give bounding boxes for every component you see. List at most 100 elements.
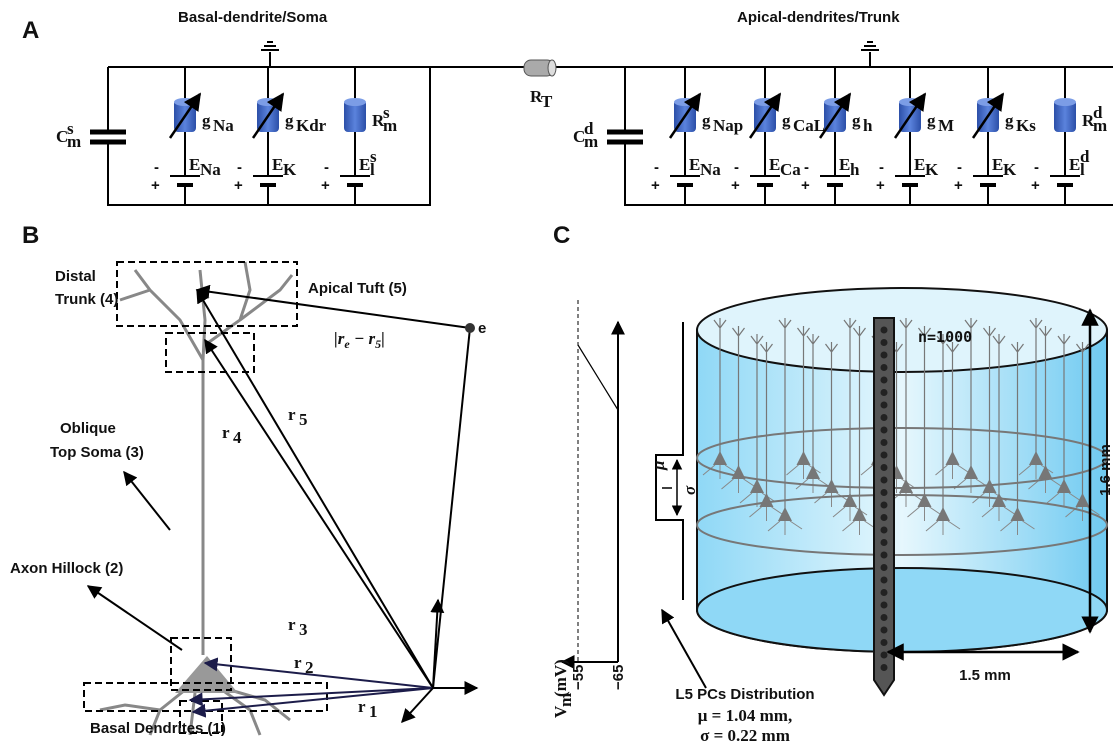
wire <box>578 345 618 410</box>
channel-label-base: g <box>852 111 861 130</box>
channel-label-sub: m <box>383 116 397 135</box>
cylinder-bottom <box>697 568 1107 652</box>
channel-label-sub: M <box>938 116 954 135</box>
battery-label: Edl <box>1069 147 1090 179</box>
height-label: 1.6 mm <box>1097 444 1113 496</box>
battery-minus: - <box>324 159 329 176</box>
compartment-title: Apical-dendrites/Trunk <box>737 9 900 26</box>
battery-plus: + <box>1031 177 1040 194</box>
vm-axis-label-rest: (mV) <box>551 659 570 697</box>
electrode-contact <box>881 414 888 421</box>
distance-part: − r <box>350 329 376 348</box>
soma <box>175 656 238 693</box>
arrow <box>124 472 170 530</box>
vector-label-sub: 1 <box>369 702 378 721</box>
coupling-label-sub: T <box>541 92 553 111</box>
channel-label-base: g <box>202 111 211 130</box>
electrode-contact <box>881 377 888 384</box>
battery-label-base: E <box>272 155 283 174</box>
electrode-contact <box>881 477 888 484</box>
battery-plus: + <box>651 177 660 194</box>
vector-label: r3 <box>288 615 308 639</box>
battery-label-sub: l <box>1080 160 1085 179</box>
electrode-contact <box>881 439 888 446</box>
channel-label-sub: CaL <box>793 116 825 135</box>
vm-tick: −55 <box>570 665 587 690</box>
vector-label-sub: 5 <box>299 410 308 429</box>
electrode-contact <box>881 614 888 621</box>
battery-label-base: E <box>189 155 200 174</box>
vector-label-sub: 2 <box>305 658 314 677</box>
coupling-label: RT <box>530 87 553 111</box>
vector-label-sub: 4 <box>233 428 242 447</box>
electrode-contact <box>881 639 888 646</box>
battery-minus: - <box>804 159 809 176</box>
battery-plus: + <box>876 177 885 194</box>
battery-minus: - <box>1034 159 1039 176</box>
battery-minus: - <box>957 159 962 176</box>
vm-tick: −65 <box>610 665 627 690</box>
battery-label-base: E <box>992 155 1003 174</box>
electrode-count: n=1000 <box>918 328 972 346</box>
battery-label-base: E <box>914 155 925 174</box>
electrode-contact <box>881 464 888 471</box>
battery-plus: + <box>731 177 740 194</box>
electrode-contact <box>881 664 888 671</box>
region-label: Oblique <box>60 420 116 437</box>
electrode-contact <box>881 527 888 534</box>
sigma-label: σ <box>680 485 699 495</box>
electrode-contact <box>881 652 888 659</box>
battery-label-sub: K <box>1003 160 1017 179</box>
channel-label: Rsm <box>372 103 397 135</box>
channel-label-sub: Nap <box>713 116 743 135</box>
battery-label: Esl <box>359 147 377 179</box>
electrode-contact <box>881 627 888 634</box>
distance-label: |re − r5| <box>334 329 385 351</box>
channel-label-sub: Kdr <box>296 116 327 135</box>
channel-label-base: g <box>285 111 294 130</box>
battery-label-base: E <box>689 155 700 174</box>
region-label: Axon Hillock (2) <box>10 560 123 577</box>
battery-label-base: E <box>769 155 780 174</box>
region-label: Trunk (4) <box>55 291 118 308</box>
battery-label-sub: h <box>850 160 860 179</box>
electrode-contact <box>881 489 888 496</box>
capacitor-label: Csm <box>56 119 81 151</box>
electrode-point <box>465 323 475 333</box>
region-box <box>117 262 297 326</box>
capacitor-label-sub: m <box>67 132 81 151</box>
figure: ABasal-dendrite/SomaApical-dendrites/Tru… <box>0 0 1113 744</box>
battery-plus: + <box>954 177 963 194</box>
distribution-label: μ = 1.04 mm, <box>698 706 792 725</box>
channel-label: gKdr <box>285 111 327 135</box>
vector-label: r4 <box>222 423 242 447</box>
battery-label-sub: Na <box>200 160 221 179</box>
battery-plus: + <box>801 177 810 194</box>
arrow <box>197 290 433 688</box>
channel-top <box>344 98 366 106</box>
panel-label: A <box>22 17 39 44</box>
electrode-contact <box>881 352 888 359</box>
region-label: Distal <box>55 268 96 285</box>
channel-label-base: g <box>1005 111 1014 130</box>
electrode-contact <box>881 402 888 409</box>
width-label: 1.5 mm <box>959 667 1011 684</box>
battery-label-sub: K <box>283 160 297 179</box>
battery-label-sub: Ca <box>780 160 801 179</box>
channel-top <box>1054 98 1076 106</box>
electrode-contact <box>881 427 888 434</box>
electrode-contact <box>881 514 888 521</box>
battery-plus: + <box>321 177 330 194</box>
channel-label-sub: Ks <box>1016 116 1036 135</box>
electrode-contact <box>881 552 888 559</box>
battery-label-sub: K <box>925 160 939 179</box>
neuron-apical <box>120 262 292 655</box>
vector-label-base: r <box>288 405 296 424</box>
region-box <box>166 333 254 372</box>
arrow <box>205 340 433 688</box>
channel-label: gCaL <box>782 111 825 135</box>
